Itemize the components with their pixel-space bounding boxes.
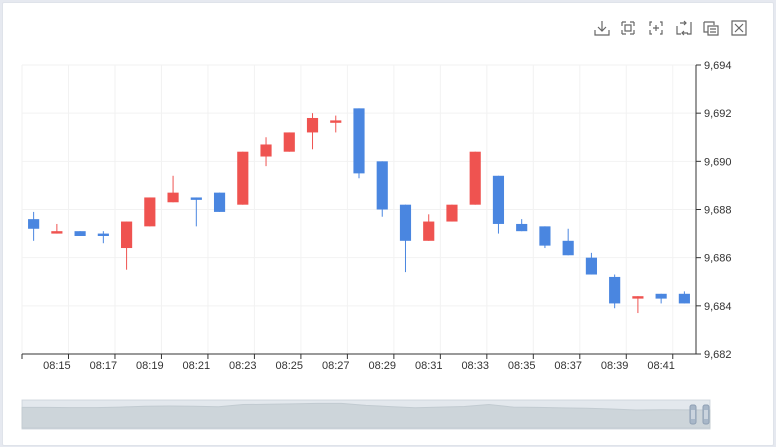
candle: [423, 214, 435, 241]
slider-handle-left[interactable]: [689, 404, 697, 425]
candle-body: [260, 144, 272, 157]
candle: [492, 175, 505, 234]
x-tick-label: 08:27: [322, 360, 350, 372]
candle-body: [609, 276, 621, 304]
y-tick-label: 9,682: [704, 349, 732, 361]
candle-body: [446, 204, 458, 222]
candle: [632, 296, 644, 314]
candle-body: [167, 192, 179, 203]
candle-body: [144, 197, 156, 227]
zoom-reset-icon[interactable]: [648, 20, 664, 36]
candle-body: [423, 221, 435, 241]
axes: [21, 64, 701, 359]
x-tick-label: 08:33: [461, 360, 489, 372]
candle: [260, 137, 272, 167]
x-axis-tick-labels: 08:15 08:17 08:19 08:21 08:23 08:25 08:27 08:29…: [43, 360, 675, 372]
candle: [399, 204, 412, 273]
candle-body: [585, 257, 597, 275]
download-icon[interactable]: [594, 20, 610, 36]
candle-body: [632, 296, 644, 299]
candle-body: [353, 108, 365, 174]
candle: [144, 197, 156, 227]
y-axis-tick-labels: 9,682 9,684 9,686 9,688 9,690 9,692 9,694: [704, 60, 732, 361]
x-tick-label: 08:35: [508, 360, 536, 372]
candle-body: [376, 161, 388, 210]
chart-toolbar: [594, 20, 747, 36]
x-tick-label: 08:17: [90, 360, 118, 372]
restore-icon[interactable]: [676, 20, 692, 36]
candle-body: [237, 151, 249, 205]
candle-body: [492, 175, 505, 224]
candle-body: [469, 151, 481, 205]
candle-body: [97, 233, 109, 236]
candle-body: [190, 197, 202, 200]
x-tick-label: 08:21: [183, 360, 211, 372]
candle: [190, 197, 202, 227]
x-tick-label: 08:39: [601, 360, 629, 372]
candle-body: [74, 231, 86, 236]
candle-body: [655, 293, 667, 299]
x-tick-label: 08:19: [136, 360, 164, 372]
x-tick-label: 08:25: [276, 360, 304, 372]
candle: [655, 293, 667, 304]
candle-body: [306, 117, 319, 133]
candle: [97, 231, 109, 244]
candle-body: [330, 120, 342, 123]
x-tick-label: 08:31: [415, 360, 443, 372]
y-tick-label: 9,692: [704, 108, 732, 120]
slider-handle-right[interactable]: [702, 404, 710, 425]
candle: [562, 228, 574, 256]
y-tick-label: 9,684: [704, 301, 732, 313]
x-tick-label: 08:15: [43, 360, 71, 372]
candle: [51, 223, 63, 234]
candle: [283, 132, 295, 152]
candle: [330, 115, 342, 133]
data-view-icon[interactable]: [703, 20, 719, 36]
data-zoom-slider[interactable]: [21, 399, 711, 430]
candle-body: [213, 192, 226, 212]
candle-body: [539, 226, 551, 246]
x-tick-label: 08:37: [554, 360, 582, 372]
candle: [585, 252, 597, 275]
candle: [213, 192, 226, 212]
candle: [306, 113, 319, 150]
x-tick-label: 08:23: [229, 360, 257, 372]
candle-body: [678, 293, 690, 304]
candle: [74, 231, 86, 236]
candle-body: [51, 231, 63, 234]
y-tick-label: 9,688: [704, 205, 732, 217]
candle: [539, 226, 551, 249]
candle: [469, 151, 481, 205]
slider-preview-area: [21, 402, 711, 429]
candle: [376, 161, 388, 217]
candle-body: [121, 221, 133, 249]
fullscreen-icon[interactable]: [731, 20, 747, 36]
candle-body: [399, 204, 412, 241]
candle-body: [562, 240, 574, 256]
candlestick-series: [28, 108, 690, 314]
candle-body: [283, 132, 295, 152]
candle: [516, 219, 528, 232]
candle: [167, 175, 179, 203]
candle: [353, 108, 365, 179]
x-tick-label: 08:29: [368, 360, 396, 372]
candle-body: [516, 223, 528, 232]
zoom-select-icon[interactable]: [620, 20, 636, 36]
y-tick-label: 9,686: [704, 253, 732, 265]
candle-body: [28, 219, 40, 229]
candle: [28, 211, 40, 241]
slider-selected-range[interactable]: [22, 400, 710, 429]
candle: [678, 291, 690, 304]
x-tick-label: 08:41: [647, 360, 675, 372]
candle: [121, 221, 133, 270]
candle: [446, 204, 458, 222]
y-tick-label: 9,694: [704, 60, 732, 72]
y-tick-label: 9,690: [704, 156, 732, 168]
candle: [237, 151, 249, 205]
candle: [609, 274, 621, 309]
